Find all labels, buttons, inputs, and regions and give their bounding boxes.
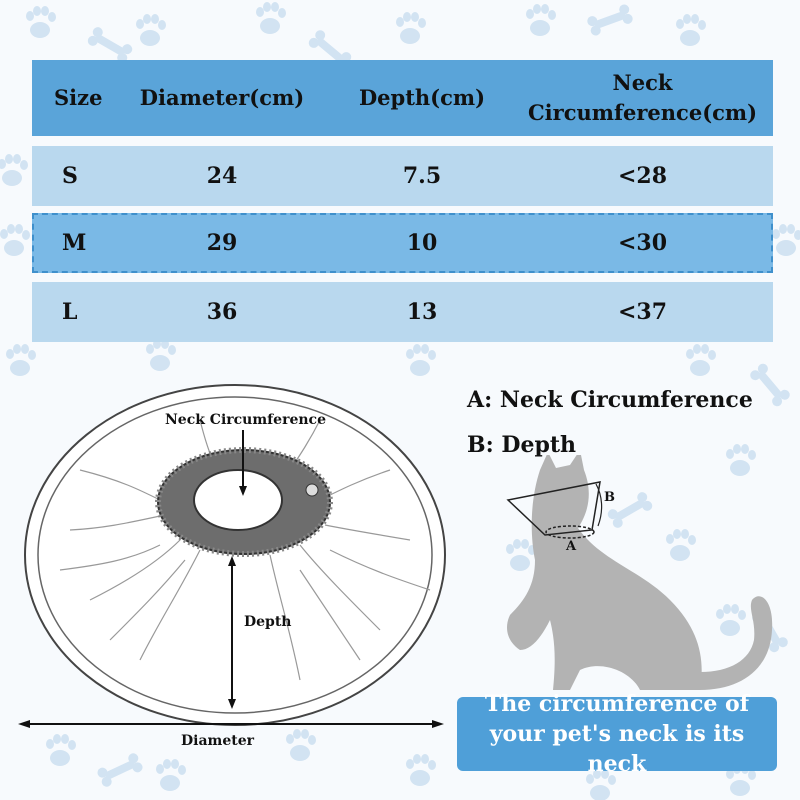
cat-silhouette-icon [506,455,773,690]
cell-neck: <37 [617,299,668,325]
legend-neck-circumference: A: Neck Circumference [467,387,753,413]
cell-neck: <28 [617,163,668,189]
cat-label-a: A [566,539,577,554]
header-size: Size [54,85,103,110]
cell-diameter: 24 [206,163,238,189]
table-row: L 36 13 <37 [32,282,773,342]
depth-label: Depth [244,614,292,630]
header-neck-circumference: Neck Circumference(cm) [527,70,758,125]
cell-depth: 7.5 [402,163,442,189]
cell-neck: <30 [617,230,668,256]
neck-note-box: The circumference of your pet's neck is … [457,691,777,777]
cell-size: S [62,163,78,189]
header-depth: Depth(cm) [358,85,486,110]
cell-diameter: 36 [206,299,238,325]
cell-size: L [62,299,78,325]
table-row: M 29 10 <30 [32,213,773,273]
header-diameter: Diameter(cm) [139,85,305,110]
diameter-label: Diameter [181,733,255,749]
table-row: S 24 7.5 <28 [32,146,773,206]
cone-collar-icon [18,384,446,728]
cat-label-b: B [604,490,615,505]
cell-depth: 13 [406,299,438,325]
cell-diameter: 29 [206,230,238,256]
legend-depth: B: Depth [467,432,576,458]
neck-circumference-label: Neck Circumference [165,412,326,428]
cell-size: M [62,230,87,256]
table-header-row: Size Diameter(cm) Depth(cm) Neck Circumf… [32,60,773,136]
cell-depth: 10 [406,230,438,256]
